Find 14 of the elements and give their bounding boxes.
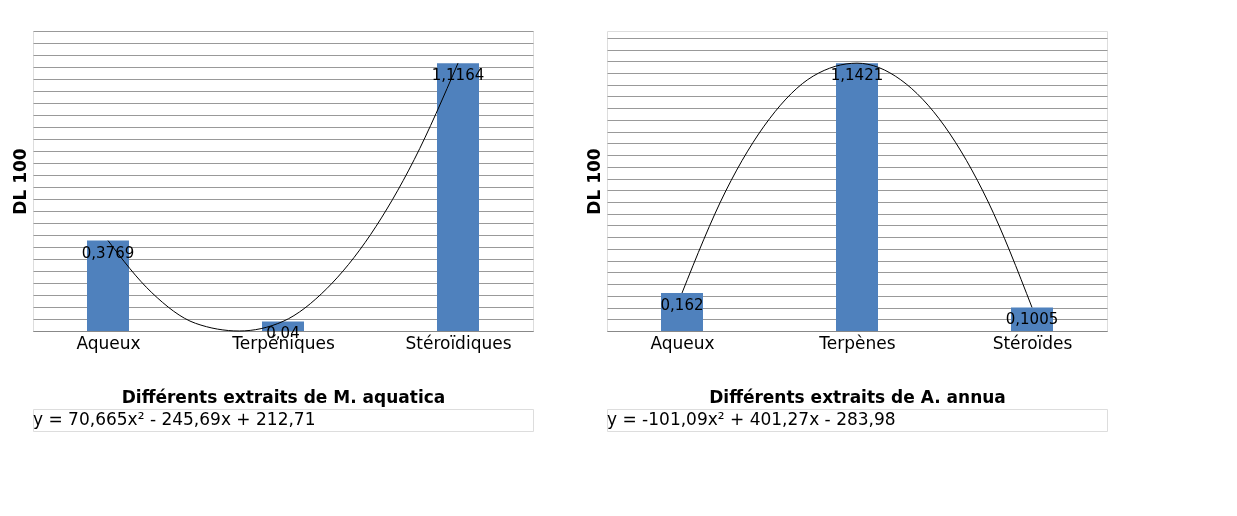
x-axis-title: Différents extraits de M. aquatica [121, 386, 446, 407]
data-label: 0,162 [660, 296, 704, 315]
text: y = 70,665x² - 245,69x + 212,71 [33, 409, 316, 429]
x-axis-title: Différents extraits de A. annua [709, 386, 1006, 407]
x-tick-label: Aqueux [76, 332, 141, 353]
data-label: 1,1421 [830, 66, 884, 85]
x-tick-label: Stéroïdes [992, 332, 1073, 353]
x-tick-label: Stéroïdiques [405, 332, 512, 353]
x-tick-label: Aqueux [650, 332, 715, 353]
y-axis-title: DL 100 [9, 148, 30, 215]
x-tick-label: Terpènes [818, 332, 896, 353]
y-axis-title: DL 100 [583, 148, 604, 215]
text: y = -101,09x² + 401,27x - 283,98 [607, 409, 896, 429]
data-label: 0,1005 [1005, 310, 1059, 329]
